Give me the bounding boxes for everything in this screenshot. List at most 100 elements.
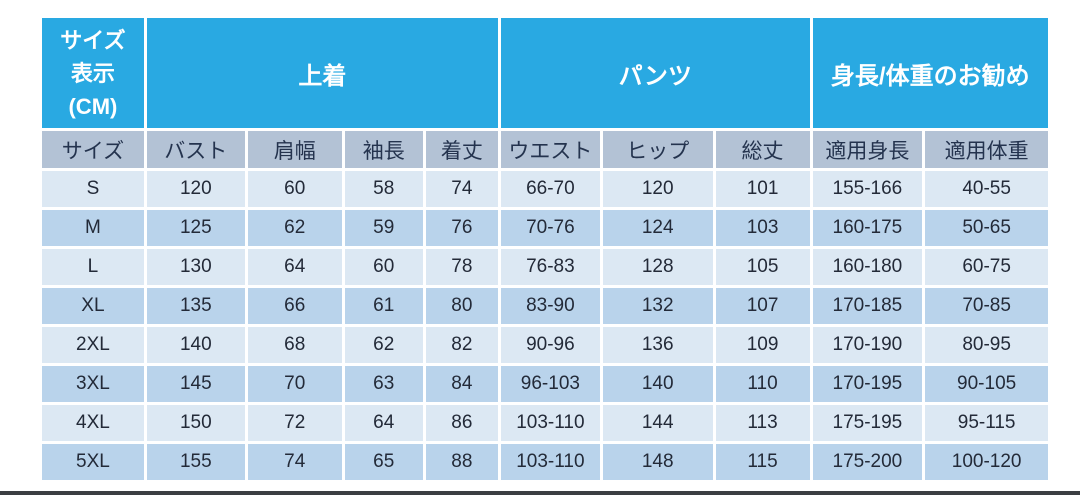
col-header-applicable-weight: 適用体重 [925,131,1048,168]
col-header-sleeve-length: 袖長 [344,131,423,168]
cell: 83-90 [500,288,600,324]
cell: 155 [146,444,245,480]
cell: 60 [344,249,423,285]
cell: 62 [344,327,423,363]
cell: 144 [602,405,713,441]
row-label: 5XL [42,444,144,480]
col-header-hip: ヒップ [602,131,713,168]
corner-line-3: (CM) [68,93,118,119]
cell: 63 [344,366,423,402]
cell: 76 [425,210,498,246]
cell: 61 [344,288,423,324]
table-row-3xl: 3XL 145 70 63 84 96-103 140 110 170-195 … [42,366,1048,402]
cell: 90-96 [500,327,600,363]
cell: 132 [602,288,713,324]
row-label: S [42,171,144,207]
cell: 128 [602,249,713,285]
cell: 170-185 [812,288,923,324]
col-header-applicable-height: 適用身長 [812,131,923,168]
table-row-l: L 130 64 60 78 76-83 128 105 160-180 60-… [42,249,1048,285]
column-header-row: サイズ バスト 肩幅 袖長 着丈 ウエスト ヒップ 総丈 適用身長 適用体重 [42,131,1048,168]
cell: 74 [247,444,342,480]
cell: 70-76 [500,210,600,246]
table-row-5xl: 5XL 155 74 65 88 103-110 148 115 175-200… [42,444,1048,480]
cell: 150 [146,405,245,441]
cell: 86 [425,405,498,441]
cell: 125 [146,210,245,246]
row-label: XL [42,288,144,324]
cell: 82 [425,327,498,363]
cell: 64 [247,249,342,285]
cell: 101 [715,171,810,207]
group-header-pants: パンツ [500,18,810,128]
cell: 103-110 [500,405,600,441]
cell: 170-190 [812,327,923,363]
row-label: 3XL [42,366,144,402]
size-chart-table: サイズ 表示 (CM) 上着 パンツ 身長/体重のお勧め サイズ バスト 肩幅 … [39,15,1051,483]
cell: 60 [247,171,342,207]
cell: 105 [715,249,810,285]
cell: 103-110 [500,444,600,480]
cell: 62 [247,210,342,246]
row-label: M [42,210,144,246]
cell: 136 [602,327,713,363]
corner-line-2: 表示 [70,60,115,86]
corner-line-1: サイズ [60,27,126,53]
cell: 68 [247,327,342,363]
cell: 70-85 [925,288,1048,324]
row-label: 2XL [42,327,144,363]
table-row-xl: XL 135 66 61 80 83-90 132 107 170-185 70… [42,288,1048,324]
cell: 70 [247,366,342,402]
cell: 160-180 [812,249,923,285]
cell: 124 [602,210,713,246]
table-row-m: M 125 62 59 76 70-76 124 103 160-175 50-… [42,210,1048,246]
cell: 64 [344,405,423,441]
col-header-size: サイズ [42,131,144,168]
cell: 65 [344,444,423,480]
cell: 130 [146,249,245,285]
cell: 110 [715,366,810,402]
cell: 72 [247,405,342,441]
col-header-waist: ウエスト [500,131,600,168]
cell: 170-195 [812,366,923,402]
cell: 115 [715,444,810,480]
cell: 80 [425,288,498,324]
cell: 50-65 [925,210,1048,246]
cell: 40-55 [925,171,1048,207]
row-label: L [42,249,144,285]
cell: 60-75 [925,249,1048,285]
cell: 59 [344,210,423,246]
cell: 96-103 [500,366,600,402]
cell: 175-200 [812,444,923,480]
cell: 120 [146,171,245,207]
table-row-s: S 120 60 58 74 66-70 120 101 155-166 40-… [42,171,1048,207]
cell: 66 [247,288,342,324]
cell: 66-70 [500,171,600,207]
cell: 135 [146,288,245,324]
cell: 103 [715,210,810,246]
cell: 76-83 [500,249,600,285]
table-row-4xl: 4XL 150 72 64 86 103-110 144 113 175-195… [42,405,1048,441]
bottom-edge-divider [0,491,1080,495]
col-header-shoulder-width: 肩幅 [247,131,342,168]
cell: 90-105 [925,366,1048,402]
group-header-row: サイズ 表示 (CM) 上着 パンツ 身長/体重のお勧め [42,18,1048,128]
row-label: 4XL [42,405,144,441]
cell: 78 [425,249,498,285]
cell: 155-166 [812,171,923,207]
cell: 84 [425,366,498,402]
cell: 100-120 [925,444,1048,480]
cell: 175-195 [812,405,923,441]
col-header-garment-length: 着丈 [425,131,498,168]
cell: 107 [715,288,810,324]
cell: 95-115 [925,405,1048,441]
cell: 74 [425,171,498,207]
col-header-bust: バスト [146,131,245,168]
cell: 145 [146,366,245,402]
cell: 120 [602,171,713,207]
cell: 140 [602,366,713,402]
cell: 88 [425,444,498,480]
cell: 148 [602,444,713,480]
table-row-2xl: 2XL 140 68 62 82 90-96 136 109 170-190 8… [42,327,1048,363]
group-header-height-weight-recommendation: 身長/体重のお勧め [812,18,1048,128]
